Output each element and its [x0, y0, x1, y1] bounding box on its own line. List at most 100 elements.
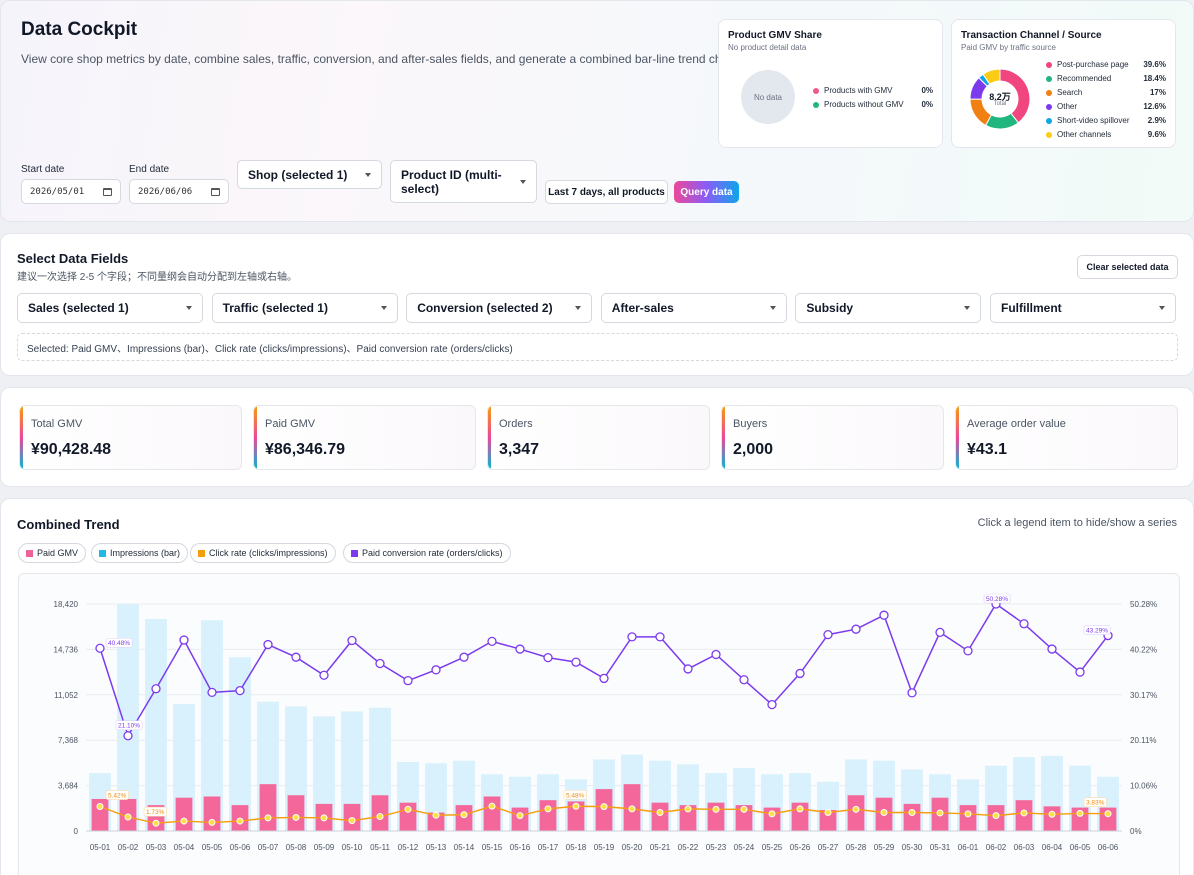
click-rate-point[interactable]: [992, 812, 1000, 820]
paid-gmv-bar[interactable]: [427, 812, 445, 831]
conversion-rate-point[interactable]: [795, 668, 805, 679]
click-rate-point[interactable]: [320, 814, 328, 822]
paid-gmv-bar[interactable]: [735, 805, 753, 831]
conversion-rate-point[interactable]: [487, 636, 497, 647]
legend-chip[interactable]: Paid GMV: [18, 543, 87, 563]
paid-gmv-bar[interactable]: [287, 795, 305, 831]
field-category-dropdown[interactable]: Sales (selected 1): [17, 293, 203, 323]
click-rate-point[interactable]: [348, 817, 356, 825]
click-rate-point[interactable]: [180, 817, 188, 825]
click-rate-point[interactable]: [880, 808, 888, 816]
paid-gmv-bar[interactable]: [91, 798, 109, 831]
clear-selected-data-button[interactable]: Clear selected data: [1077, 255, 1178, 279]
conversion-rate-point[interactable]: [1075, 667, 1085, 677]
impressions-bar[interactable]: [229, 657, 251, 831]
conversion-rate-point[interactable]: [599, 673, 609, 684]
conversion-rate-point[interactable]: [459, 652, 469, 662]
field-category-dropdown[interactable]: After-sales: [600, 293, 787, 323]
click-rate-point[interactable]: [1020, 809, 1028, 817]
last-7-days-button[interactable]: Last 7 days, all products: [545, 180, 668, 204]
conversion-rate-point[interactable]: [823, 629, 833, 640]
click-rate-point[interactable]: [824, 808, 832, 816]
click-rate-point[interactable]: [796, 805, 804, 813]
click-rate-point[interactable]: [1104, 810, 1112, 818]
click-rate-point[interactable]: [264, 814, 272, 822]
conversion-rate-line[interactable]: [99, 602, 1109, 738]
paid-gmv-bar[interactable]: [651, 802, 669, 831]
click-rate-point[interactable]: [544, 805, 552, 813]
paid-gmv-bar[interactable]: [847, 795, 865, 831]
click-rate-point[interactable]: [600, 803, 608, 811]
click-rate-point[interactable]: [488, 802, 496, 810]
paid-gmv-bar[interactable]: [511, 807, 529, 831]
conversion-rate-point[interactable]: [963, 646, 973, 656]
conversion-rate-point[interactable]: [235, 685, 245, 696]
click-rate-point[interactable]: [124, 813, 132, 821]
query-data-button[interactable]: Query data: [674, 181, 739, 203]
click-rate-point[interactable]: [768, 810, 776, 818]
paid-gmv-bar[interactable]: [819, 810, 837, 831]
conversion-rate-point[interactable]: [571, 657, 581, 667]
shop-dropdown[interactable]: Shop (selected 1): [237, 160, 382, 189]
click-rate-point[interactable]: [964, 810, 972, 818]
click-rate-point[interactable]: [96, 803, 104, 811]
paid-gmv-bar[interactable]: [679, 805, 697, 831]
paid-gmv-bar[interactable]: [175, 797, 193, 831]
field-category-dropdown[interactable]: Traffic (selected 1): [211, 293, 398, 323]
conversion-rate-point[interactable]: [543, 652, 553, 663]
conversion-rate-point[interactable]: [375, 658, 385, 669]
conversion-rate-point[interactable]: [347, 635, 357, 646]
click-rate-point[interactable]: [936, 809, 944, 817]
conversion-rate-point[interactable]: [879, 610, 889, 620]
click-rate-point[interactable]: [404, 805, 412, 813]
field-category-dropdown[interactable]: Conversion (selected 2): [406, 293, 593, 323]
conversion-rate-point[interactable]: [739, 675, 749, 685]
click-rate-point[interactable]: [236, 817, 244, 825]
click-rate-point[interactable]: [376, 813, 384, 821]
conversion-rate-point[interactable]: [207, 687, 217, 698]
conversion-rate-point[interactable]: [515, 644, 525, 654]
conversion-rate-point[interactable]: [263, 639, 273, 650]
click-rate-point[interactable]: [1048, 810, 1056, 818]
impressions-bar[interactable]: [145, 619, 167, 831]
conversion-rate-point[interactable]: [319, 670, 329, 680]
conversion-rate-point[interactable]: [711, 649, 721, 660]
conversion-rate-point[interactable]: [179, 635, 189, 645]
click-rate-point[interactable]: [712, 805, 720, 813]
click-rate-point[interactable]: [656, 808, 664, 816]
click-rate-point[interactable]: [432, 811, 440, 819]
conversion-rate-point[interactable]: [95, 643, 105, 653]
conversion-rate-point[interactable]: [655, 632, 665, 642]
click-rate-point[interactable]: [460, 811, 468, 819]
start-date-input[interactable]: 2026/05/01: [21, 179, 121, 204]
conversion-rate-point[interactable]: [123, 731, 133, 741]
paid-gmv-bar[interactable]: [567, 801, 585, 831]
conversion-rate-point[interactable]: [431, 665, 441, 675]
impressions-bar[interactable]: [313, 716, 335, 831]
legend-chip[interactable]: Click rate (clicks/impressions): [190, 543, 336, 563]
product-id-dropdown[interactable]: Product ID (multi-select): [390, 160, 537, 203]
legend-chip[interactable]: Impressions (bar): [91, 543, 189, 563]
click-rate-point[interactable]: [740, 805, 748, 813]
field-category-dropdown[interactable]: Subsidy: [795, 293, 982, 323]
impressions-bar[interactable]: [201, 620, 223, 831]
paid-gmv-bar[interactable]: [1043, 806, 1061, 831]
click-rate-point[interactable]: [908, 808, 916, 816]
conversion-rate-point[interactable]: [907, 688, 917, 698]
paid-gmv-bar[interactable]: [539, 800, 557, 831]
conversion-rate-point[interactable]: [935, 627, 945, 638]
paid-gmv-bar[interactable]: [483, 796, 501, 831]
click-rate-point[interactable]: [684, 805, 692, 813]
conversion-rate-point[interactable]: [851, 624, 861, 634]
click-rate-point[interactable]: [516, 812, 524, 820]
impressions-bar[interactable]: [341, 711, 363, 831]
field-category-dropdown[interactable]: Fulfillment: [990, 293, 1176, 323]
end-date-input[interactable]: 2026/06/06: [129, 179, 229, 204]
paid-gmv-bar[interactable]: [903, 803, 921, 831]
conversion-rate-point[interactable]: [683, 664, 693, 674]
click-rate-point[interactable]: [628, 805, 636, 813]
conversion-rate-point[interactable]: [1047, 644, 1057, 654]
conversion-rate-point[interactable]: [627, 632, 637, 642]
conversion-rate-point[interactable]: [403, 676, 413, 686]
impressions-bar[interactable]: [117, 604, 139, 831]
